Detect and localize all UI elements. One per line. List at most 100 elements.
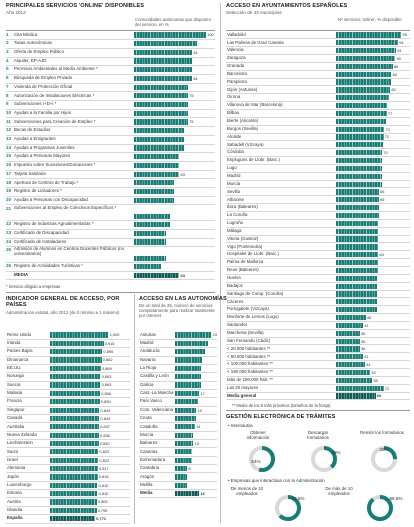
indicador-bar	[50, 332, 109, 338]
autonomias-row: Madrid	[139, 339, 217, 348]
ayuntamientos-top-rule	[226, 30, 410, 31]
ayuntamientos-row-separator	[226, 305, 410, 306]
indicador-row-separator	[6, 355, 130, 357]
indicador-row-separator	[6, 372, 130, 373]
ayuntamientos-bar	[336, 165, 382, 172]
servicios-bar	[134, 154, 180, 160]
indicador-row: Dinamarca 0,882	[6, 356, 130, 365]
indicador-category-label: Noruega	[7, 373, 24, 379]
bottom-divider	[6, 292, 215, 293]
ayuntamientos-category-label: Valencia	[227, 47, 244, 53]
servicios-row-separator	[6, 220, 215, 221]
servicios-subtitle: Año 2012	[6, 10, 26, 15]
ayuntamientos-bar	[336, 40, 399, 46]
servicios-category-label: Alquiler, EP-AJD	[14, 57, 47, 63]
autonomias-row: Com. Valenciana 15	[139, 406, 217, 415]
autonomias-category-label: Asturias	[140, 331, 156, 337]
ayuntamientos-subtitle: Selección de 43 municipios	[226, 10, 282, 15]
ayuntamientos-row-separator	[226, 234, 410, 236]
servicios-row-separator	[6, 270, 215, 272]
indicador-row: Islandia 0,795	[6, 506, 130, 515]
ayuntamientos-bar	[336, 48, 397, 54]
indicador-value-label: 0,830	[99, 440, 110, 446]
servicios-row-separator	[6, 178, 215, 179]
servicios-value-label: 75	[189, 119, 194, 125]
indicador-chart: Reino Unido 1,000 Irlanda 0,915 Países Bajos…	[6, 331, 130, 525]
indicador-value-label: 0,863	[101, 374, 112, 380]
indicador-row-separator	[6, 464, 130, 465]
servicios-row-separator	[6, 204, 215, 205]
indicador-row-separator	[6, 455, 130, 457]
servicios-rank-number: 13	[6, 136, 12, 142]
autonomias-row: Galicia	[139, 381, 217, 390]
autonomias-row-separator	[139, 447, 217, 448]
indicador-category-label: Japón	[7, 473, 19, 479]
ayuntamientos-bar	[336, 173, 382, 179]
ayuntamientos-category-label: Alcalde	[227, 133, 242, 139]
indicador-bar	[50, 407, 100, 413]
indicador-bar	[50, 399, 100, 405]
ayuntamientos-bar	[336, 150, 383, 156]
indicador-value-label: 0,795	[97, 507, 108, 513]
ayuntamientos-bar	[336, 322, 364, 329]
autonomias-row: Melilla	[139, 481, 217, 490]
ayuntamientos-row: < 20.000 habitantes ** 36	[226, 345, 410, 353]
autonomias-category-label: Cantabria	[140, 465, 160, 471]
servicios-row-separator	[6, 246, 215, 247]
ayuntamientos-bar	[336, 79, 391, 85]
ayuntamientos-row-separator	[226, 187, 410, 188]
indicador-category-label: España	[7, 515, 23, 521]
ayuntamientos-category-label: Badajoz	[227, 282, 243, 288]
autonomias-row-separator	[139, 422, 217, 423]
indicador-row: Alemania 0,817	[6, 465, 130, 473]
indicador-row-separator	[6, 505, 130, 507]
empresas-donut	[275, 495, 301, 521]
servicios-value-label: 63	[180, 171, 185, 177]
servicios-category-label: Permisos Ambientales al Medio Ambiente *	[14, 66, 98, 72]
internautas-donut-label: Descargar formularios	[307, 430, 329, 440]
servicios-rank-number: 7	[6, 83, 9, 89]
ayuntamientos-row: Portugalete (Vizcaya)	[226, 306, 410, 314]
servicios-rank-number: 3	[6, 49, 9, 55]
indicador-category-label: Suecia	[7, 381, 21, 387]
empresas-donut-value: 88,8%	[389, 496, 403, 501]
ayuntamientos-row: Palma de Mallorca	[226, 259, 410, 267]
servicios-category-label: Certificado de Discapacidad	[14, 230, 69, 236]
internautas-donut	[371, 446, 397, 472]
ayuntamientos-category-label: Sevilla	[227, 188, 240, 194]
ayuntamientos-row: Girona	[226, 94, 410, 102]
servicios-row: 23 Certificado de Discapacidad	[6, 229, 215, 239]
ayuntamientos-value-label: 60	[376, 393, 382, 399]
servicios-value-label: 63	[180, 272, 185, 278]
ayuntamientos-row-separator	[226, 163, 410, 165]
indicador-row-separator	[6, 522, 130, 524]
indicador-row-separator	[6, 380, 130, 382]
empresas-donut	[367, 495, 393, 521]
servicios-bar	[134, 214, 170, 220]
ayuntamientos-bar	[336, 228, 379, 234]
servicios-row-separator	[6, 73, 215, 75]
ayuntamientos-value-label: 65	[380, 189, 385, 195]
indicador-bar	[50, 390, 101, 397]
autonomias-row: Castilla y León	[139, 373, 217, 382]
autonomias-bar	[175, 465, 188, 472]
ayuntamientos-value-label: 90	[396, 55, 401, 61]
autonomias-value-label: 16	[200, 491, 205, 497]
servicios-category-label: Admisión de Alumnos en Centros Docentes …	[14, 246, 125, 256]
servicios-rank-number: 23	[6, 230, 12, 236]
ayuntamientos-row: Las Palmas de Gran Canaria 94	[226, 39, 410, 47]
ayuntamientos-row: Burgos (Sevilla) 73	[226, 125, 410, 134]
ayuntamientos-bar	[336, 134, 384, 140]
ayuntamientos-row: Vitoria (Gasteiz)	[226, 235, 410, 243]
autonomias-row-separator	[139, 347, 217, 348]
servicios-category-label: Ayudas a la Familia por Hijos	[14, 109, 71, 115]
ayuntamientos-row: Zaragoza 90	[226, 55, 410, 63]
autonomias-row: Ceuta	[139, 415, 217, 423]
empresas-donuts: De menos de 10 empleados 62,5% De más de 1…	[226, 484, 410, 526]
ayuntamientos-category-label: Bilbao	[227, 110, 240, 116]
ayuntamientos-row: San Fernando (Cádiz) 36	[226, 337, 410, 345]
autonomias-category-label: Cataluña	[140, 423, 158, 429]
ayuntamientos-bar	[336, 142, 383, 148]
autonomias-row: Aragón	[139, 473, 217, 482]
servicios-category-label: Búsqueda de Empleo Privado	[14, 75, 73, 81]
